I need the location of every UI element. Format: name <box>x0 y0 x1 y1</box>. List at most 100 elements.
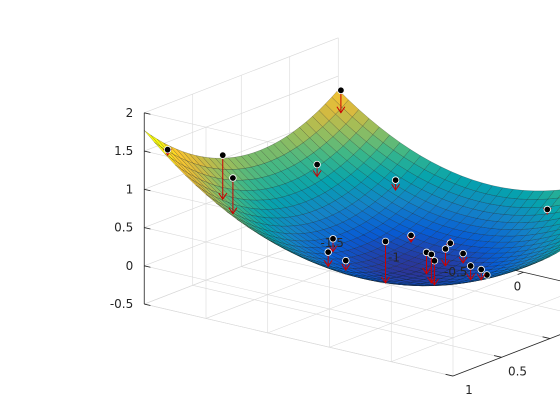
tick-mark <box>144 303 151 306</box>
data-point <box>329 235 337 243</box>
side-wall-grid-line <box>144 75 339 152</box>
data-point <box>229 174 237 182</box>
data-point-group <box>218 151 228 201</box>
data-point-group <box>341 256 351 271</box>
tick-layer: -1.5-1-0.500.51-1-0.500.51-0.500.511.52 <box>110 106 527 397</box>
data-point <box>381 237 390 246</box>
surface-patch <box>549 229 560 237</box>
data-point-group <box>323 248 333 268</box>
data-point-group <box>466 262 476 281</box>
surface-patch <box>555 245 560 250</box>
residual-arrowhead <box>228 207 238 215</box>
data-point <box>446 239 454 247</box>
residual-arrowhead <box>476 273 486 281</box>
data-point-group <box>336 86 346 114</box>
data-point <box>466 262 475 270</box>
residual-arrowhead <box>381 276 390 284</box>
tick-mark <box>542 336 551 339</box>
x-tick-label: -1.5 <box>321 236 344 250</box>
data-point <box>427 250 436 259</box>
data-point <box>407 231 415 240</box>
data-point-group <box>381 237 390 284</box>
y-tick-label: 1 <box>465 383 473 397</box>
data-point <box>543 205 552 214</box>
surface-patch <box>552 249 560 254</box>
data-point-group <box>391 176 401 191</box>
x-tick-label: 0 <box>514 279 522 293</box>
data-point-group <box>328 235 338 253</box>
z-tick-label: 1.5 <box>114 144 133 158</box>
data-point <box>430 257 439 265</box>
residual-arrowhead <box>328 245 338 253</box>
data-point-group <box>163 145 173 156</box>
surface-patch <box>552 218 560 226</box>
residual-arrowhead <box>458 256 468 264</box>
surface-patch <box>144 130 162 148</box>
floor-grid-line <box>192 285 502 358</box>
data-point-group <box>458 249 468 264</box>
back-wall-grid-line <box>144 227 454 300</box>
data-point <box>441 245 450 253</box>
back-wall-grid-line <box>144 265 454 339</box>
tick-mark <box>517 271 524 275</box>
surface-patch <box>557 240 560 243</box>
residual-arrowhead <box>426 276 436 284</box>
data-point-group <box>483 271 491 279</box>
data-point <box>342 256 350 265</box>
data-point-group <box>476 265 486 281</box>
surface-patch <box>551 197 560 207</box>
floor-grid-line <box>241 266 551 339</box>
data-point <box>324 248 332 256</box>
data-point-group <box>426 250 436 284</box>
data-point-group <box>441 245 450 267</box>
data-point <box>477 265 485 274</box>
x-tick-label: -0.5 <box>444 265 467 279</box>
y-tick-label: 0.5 <box>508 364 527 378</box>
tick-mark <box>144 227 151 230</box>
residual-arrowhead <box>312 170 322 178</box>
x-tick-label: -1 <box>388 250 400 264</box>
back-wall-grid-line <box>144 303 454 377</box>
surface-patch <box>556 226 560 231</box>
residual-arrowhead <box>441 259 450 267</box>
data-point <box>313 160 321 169</box>
residual-arrowhead <box>406 235 416 243</box>
tick-mark <box>144 265 151 268</box>
z-tick-label: 0.5 <box>114 221 133 235</box>
residual-arrowhead <box>218 192 228 201</box>
surface-patch <box>551 241 560 248</box>
data-point-group <box>542 205 552 215</box>
data-point <box>337 86 345 95</box>
floor-grid-line <box>391 296 560 362</box>
tick-mark <box>144 188 151 192</box>
points-layer <box>163 86 552 286</box>
z-tick-label: 1 <box>126 182 134 196</box>
residual-arrowhead <box>391 183 401 191</box>
floor-grid-line <box>452 334 560 377</box>
data-point-group <box>228 174 238 215</box>
tick-mark <box>493 355 502 358</box>
residual-arrowhead <box>466 273 476 281</box>
tick-mark <box>144 112 151 115</box>
data-point <box>219 151 227 159</box>
tick-mark <box>445 373 454 377</box>
data-point <box>459 249 467 258</box>
surface-layer <box>144 89 560 287</box>
data-point <box>391 176 400 184</box>
data-point <box>483 271 491 279</box>
data-point <box>163 145 172 154</box>
z-tick-label: 0 <box>126 259 134 273</box>
surface-patch <box>553 234 560 240</box>
y-axis-line <box>452 334 560 377</box>
tick-mark <box>144 150 151 153</box>
residual-arrowhead <box>341 263 351 271</box>
z-tick-label: -0.5 <box>110 297 133 311</box>
residual-arrowhead <box>336 106 346 114</box>
residual-arrowhead <box>323 260 333 268</box>
z-tick-label: 2 <box>126 106 134 120</box>
residual-arrowhead <box>422 267 431 275</box>
data-point-group <box>312 160 322 178</box>
side-wall-grid-line <box>144 37 339 114</box>
